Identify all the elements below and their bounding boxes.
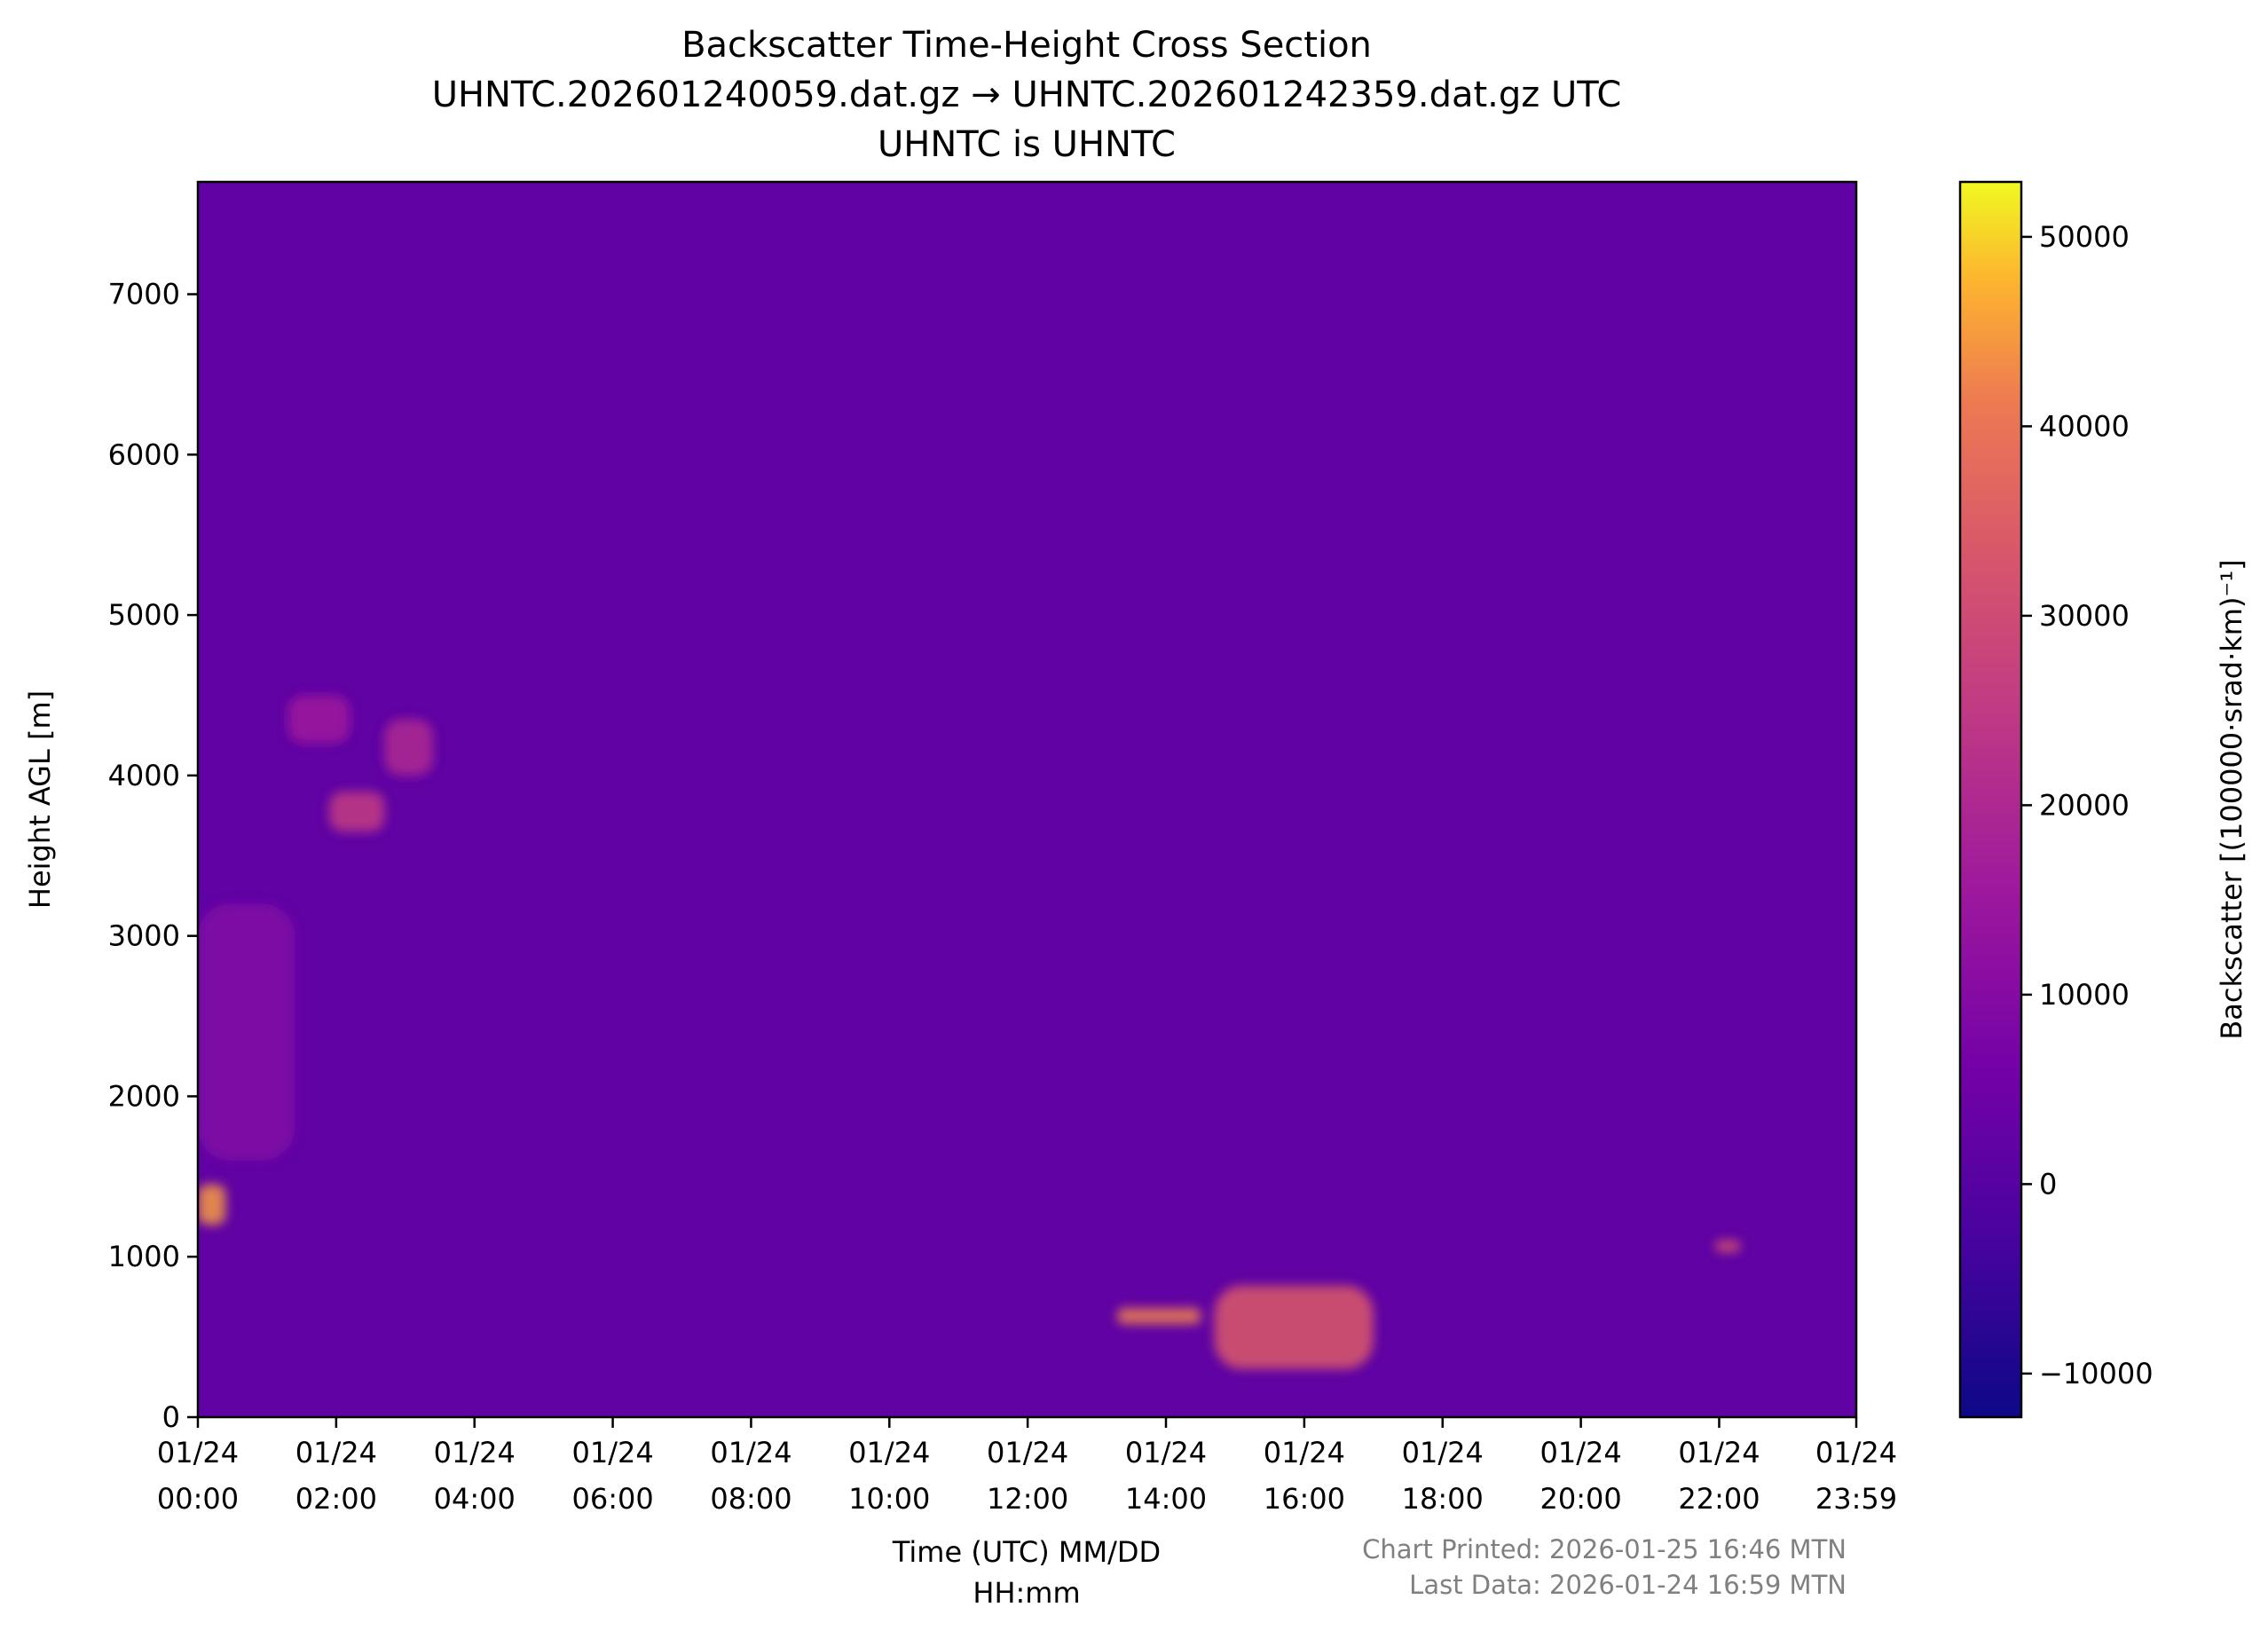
colorbar-tick-label: 50000: [2039, 220, 2130, 254]
y-tick-label: 0: [162, 1400, 180, 1434]
x-tick-label: 12:00: [987, 1482, 1068, 1516]
y-tick-label: 2000: [108, 1079, 180, 1113]
x-tick-label: 08:00: [710, 1482, 791, 1516]
colorbar: [1958, 180, 2023, 1419]
x-tick-label: 02:00: [295, 1482, 377, 1516]
chart-title: Backscatter Time-Height Cross Section UH…: [432, 25, 1622, 165]
colorbar-tick-label: 30000: [2039, 599, 2130, 633]
x-tick-label: 01/24: [434, 1436, 516, 1469]
x-tick-label: 04:00: [434, 1482, 516, 1516]
x-tick-label: 01/24: [848, 1436, 930, 1469]
backscatter-feature-0: [198, 1184, 226, 1225]
colorbar-tick-label: 0: [2039, 1167, 2057, 1201]
y-tick-label: 7000: [108, 278, 180, 311]
y-tick-label: 3000: [108, 919, 180, 953]
colorbar-tick-label: 40000: [2039, 409, 2130, 443]
x-tick-label: 01/24: [710, 1436, 791, 1469]
x-tick-label: 01/24: [987, 1436, 1068, 1469]
title-line-1: Backscatter Time-Height Cross Section: [681, 25, 1372, 66]
x-tick-label: 23:59: [1815, 1482, 1897, 1516]
y-tick-label: 5000: [108, 598, 180, 632]
title-line-3: UHNTC is UHNTC: [878, 124, 1176, 165]
x-tick-label: 01/24: [157, 1436, 239, 1469]
backscatter-feature-4: [384, 719, 433, 776]
x-axis-label-line-1: Time (UTC) MM/DD: [892, 1535, 1161, 1569]
title-line-2: UHNTC.202601240059.dat.gz → UHNTC.202601…: [432, 75, 1622, 115]
y-tick-label: 1000: [108, 1240, 180, 1273]
backscatter-feature-1: [198, 903, 295, 1161]
colorbar-tick-label: 20000: [2039, 788, 2130, 822]
backscatter-feature-6: [1214, 1285, 1374, 1369]
colorbar-tick-label: −10000: [2039, 1357, 2154, 1391]
heatmap-features: [198, 695, 1740, 1369]
x-tick-label: 01/24: [1678, 1436, 1760, 1469]
x-axis-label-line-2: HH:mm: [973, 1576, 1080, 1610]
x-tick-label: 06:00: [571, 1482, 653, 1516]
x-tick-label: 01/24: [1815, 1436, 1897, 1469]
backscatter-feature-3: [329, 791, 385, 832]
x-tick-label: 22:00: [1678, 1482, 1760, 1516]
backscatter-feature-5: [1117, 1308, 1201, 1325]
backscatter-feature-7: [1715, 1241, 1740, 1252]
x-tick-label: 00:00: [157, 1482, 239, 1516]
x-tick-label: 10:00: [848, 1482, 930, 1516]
x-tick-label: 01/24: [1125, 1436, 1207, 1469]
x-axis: 01/24 00:00 01/24 02:00 01/24 04:00 01/24 06:00…: [157, 1417, 1897, 1516]
chart-printed-note: Chart Printed: 2026-01-25 16:46 MTN: [1362, 1534, 1847, 1564]
x-tick-label: 16:00: [1264, 1482, 1345, 1516]
x-tick-label: 14:00: [1125, 1482, 1207, 1516]
last-data-note: Last Data: 2026-01-24 16:59 MTN: [1409, 1570, 1847, 1600]
colorbar-label: Backscatter [(100000·srad·km)⁻¹]: [2215, 559, 2248, 1039]
y-axis: 0 1000 2000 3000 4000 5000 6000 7000: [108, 278, 198, 1434]
x-tick-label: 01/24: [295, 1436, 377, 1469]
x-tick-label: 01/24: [1540, 1436, 1621, 1469]
backscatter-feature-2: [287, 695, 350, 744]
x-tick-label: 20:00: [1540, 1482, 1621, 1516]
x-tick-label: 01/24: [1264, 1436, 1345, 1469]
heatmap-background: [198, 182, 1856, 1417]
x-tick-label: 18:00: [1402, 1482, 1484, 1516]
x-tick-label: 01/24: [571, 1436, 653, 1469]
y-axis-label: Height AGL [m]: [23, 690, 57, 909]
colorbar-axis: −10000 0 10000 20000 30000 40000 50000: [2021, 220, 2154, 1391]
y-tick-label: 4000: [108, 759, 180, 792]
colorbar-tick-label: 10000: [2039, 978, 2130, 1012]
y-tick-label: 6000: [108, 437, 180, 471]
x-tick-label: 01/24: [1402, 1436, 1484, 1469]
